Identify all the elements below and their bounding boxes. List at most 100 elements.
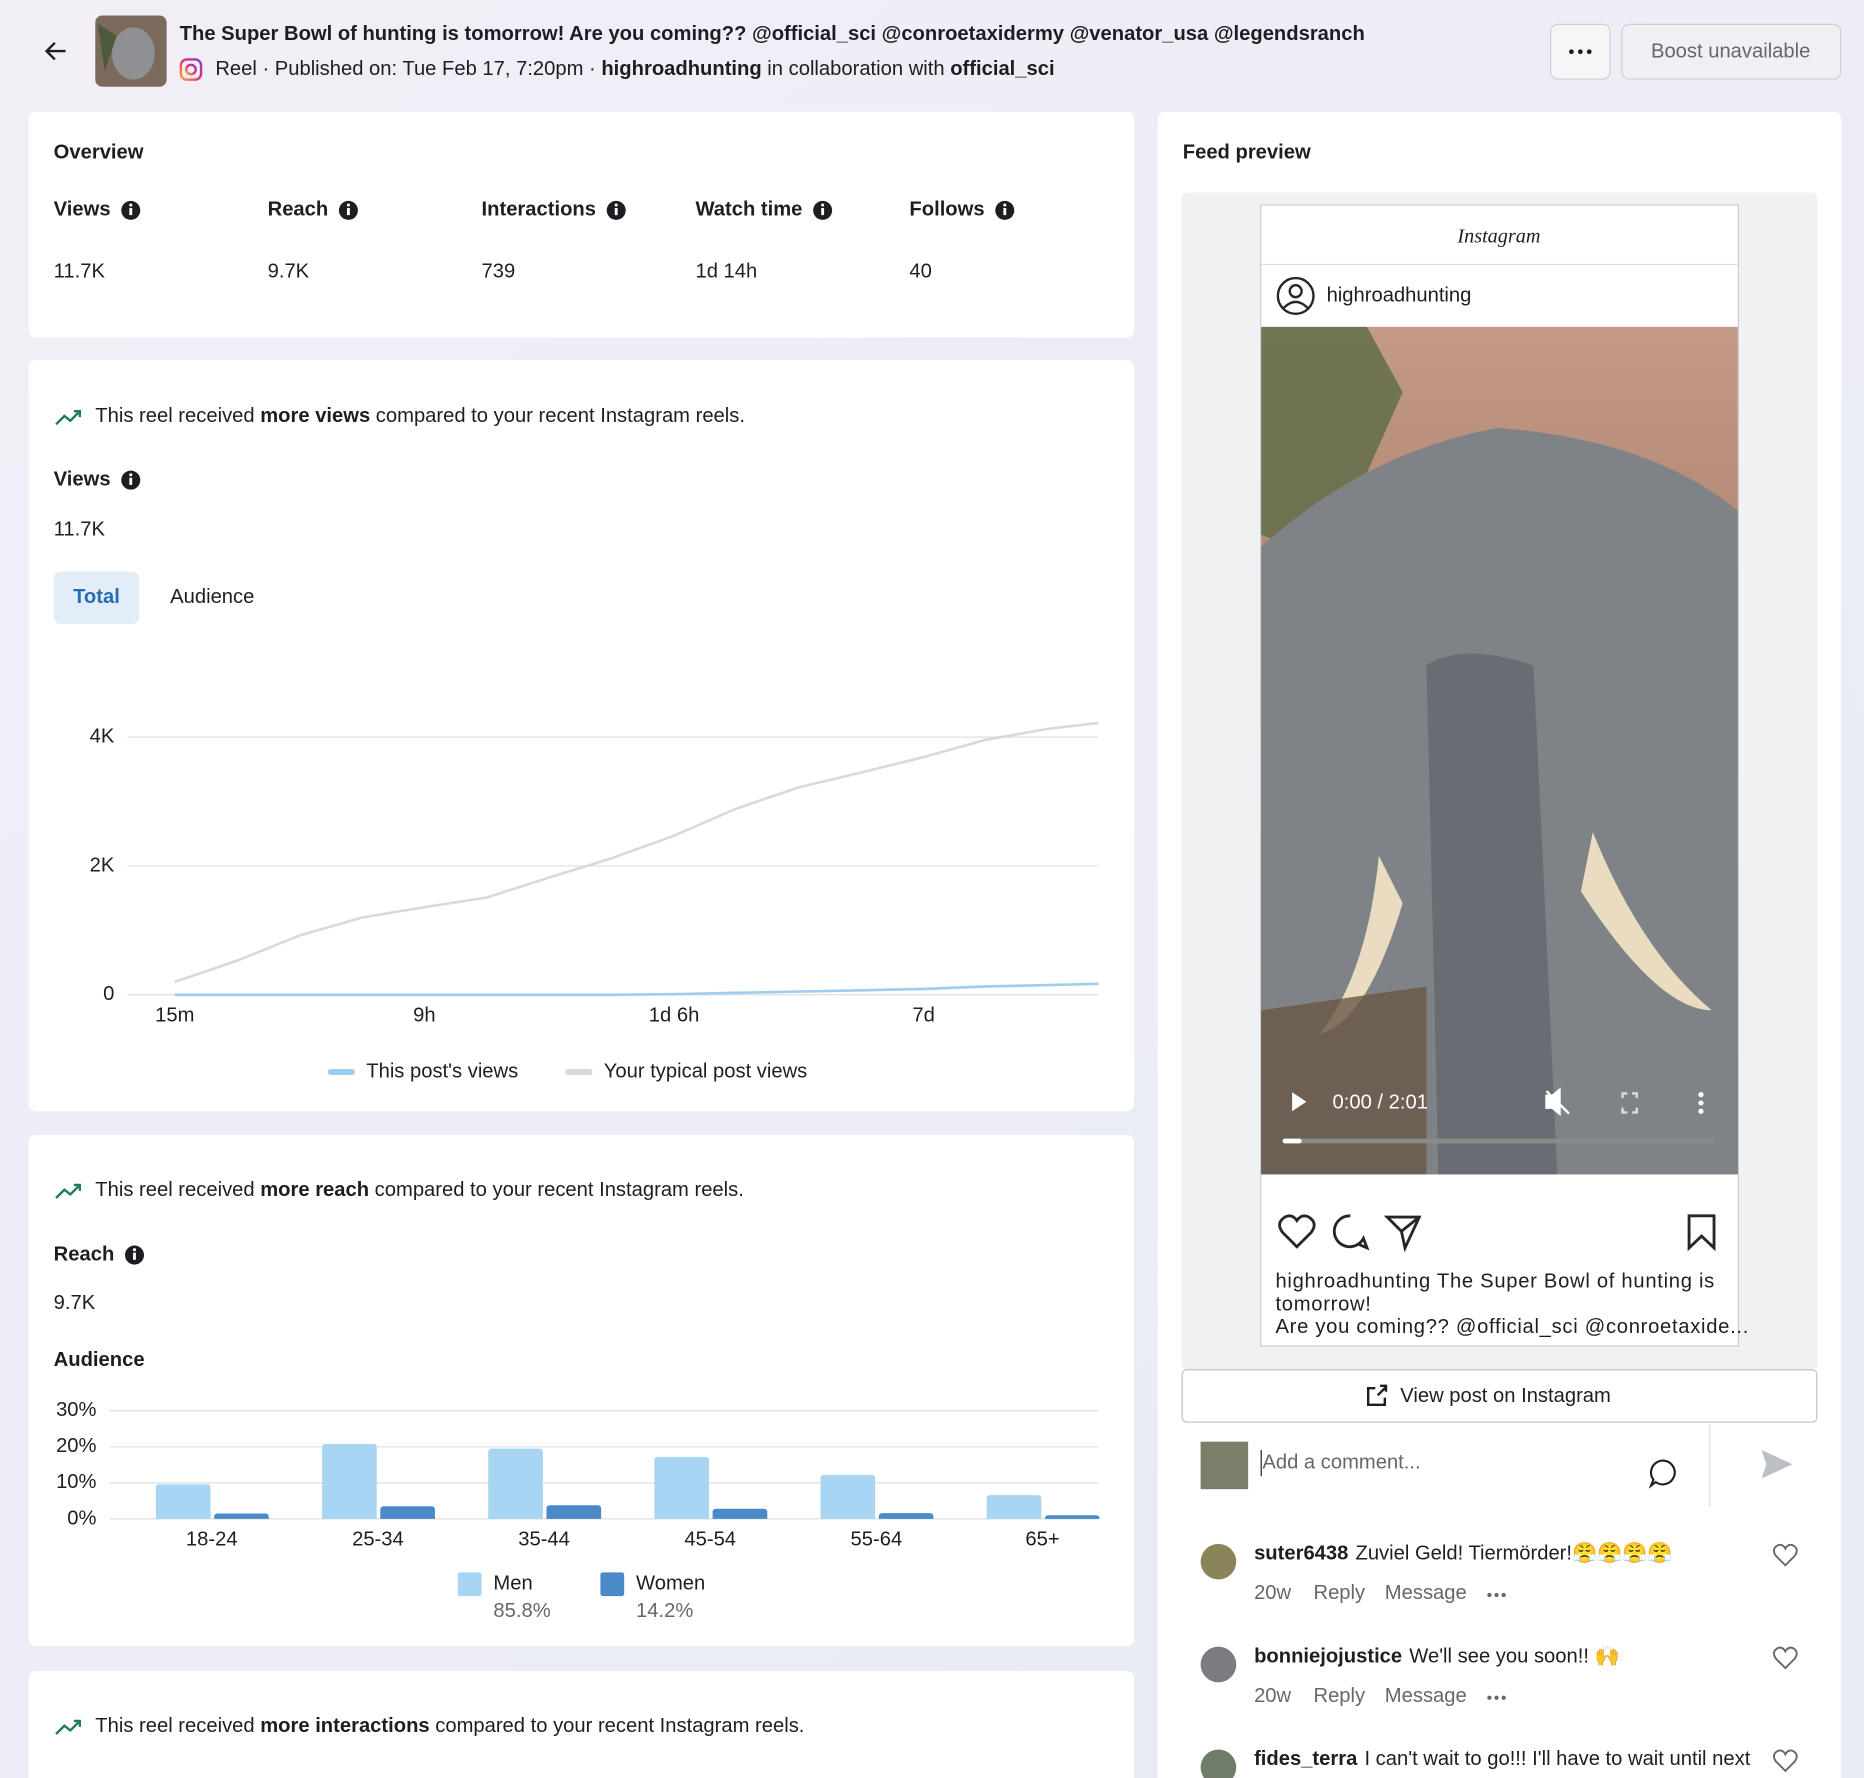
dot [1698, 1108, 1704, 1114]
tab-total[interactable]: Total [53, 571, 140, 624]
comment-user[interactable]: bonniejojustice [1254, 1646, 1402, 1668]
insight-part: This reel received [95, 1715, 260, 1737]
metric-value: 9.7K [268, 261, 310, 283]
overview-card [28, 111, 1135, 338]
insight-part: more views [260, 406, 370, 428]
info-glyph [129, 203, 133, 207]
play-icon[interactable] [1292, 1092, 1307, 1112]
caption-line: tomorrow! [1275, 1293, 1371, 1315]
comment-like[interactable] [1772, 1543, 1798, 1567]
meta: Reel · Published on: Tue Feb 17, 7:20pm … [215, 58, 601, 80]
metric-value: 9.7K [54, 1292, 96, 1314]
foliage [1261, 326, 1403, 547]
comment-input[interactable]: Add a comment... [1262, 1451, 1420, 1473]
dot [1698, 1100, 1704, 1106]
bar [380, 1506, 435, 1519]
tab-bg [53, 571, 140, 624]
bar [712, 1508, 768, 1519]
like-icon[interactable] [1278, 1214, 1316, 1249]
comment-avatar [1200, 1646, 1237, 1683]
more-dot[interactable] [1487, 1695, 1492, 1700]
x-tick-label: 65+ [1025, 1529, 1059, 1551]
more-button[interactable] [1550, 23, 1611, 80]
insight-text: This reel received more reach compared t… [95, 1179, 744, 1201]
metric-value: 739 [482, 261, 516, 283]
insight-text: This reel received more views compared t… [95, 406, 745, 428]
bar [155, 1484, 211, 1519]
trunk [1426, 653, 1558, 1175]
legend-value: 14.2% [636, 1600, 693, 1622]
info-glyph [133, 1252, 136, 1260]
arrow-head [44, 41, 56, 61]
insight-part: compared to your recent Instagram reels. [370, 406, 745, 428]
bar [878, 1513, 934, 1519]
more-dot[interactable] [1494, 1592, 1499, 1598]
comment-age: 20w [1254, 1582, 1291, 1604]
player-time: 0:00 / 2:01 [1333, 1091, 1428, 1113]
info-glyph [821, 203, 825, 207]
trend-icon [73, 410, 82, 418]
insight-part: more interactions [260, 1715, 429, 1737]
info-glyph [614, 203, 618, 207]
comment-text: suter6438 Zuviel Geld! Tiermörder!😤😤😤😤 [1254, 1542, 1672, 1565]
comment-like[interactable] [1772, 1646, 1798, 1670]
interactions-card [28, 1671, 1135, 1778]
more-dot[interactable] [1494, 1695, 1499, 1700]
boost-button[interactable]: Boost unavailable [1621, 23, 1842, 80]
message-link[interactable]: Message [1385, 1685, 1467, 1707]
more-dot[interactable] [1501, 1592, 1506, 1598]
comment-age: 20w [1254, 1685, 1291, 1707]
legend-swatch [457, 1572, 482, 1597]
more-dot[interactable] [1487, 1592, 1492, 1598]
more-dot[interactable] [1501, 1695, 1506, 1700]
line [174, 721, 1099, 984]
message-link[interactable]: Message [1385, 1582, 1467, 1604]
audience-chart: 0% 10% 20% 30% 18-24 25-34 35-44 45-54 55-64 65+ M… [56, 1399, 1100, 1622]
mute-icon[interactable] [1545, 1087, 1570, 1117]
insight-part: This reel received [95, 1179, 260, 1201]
save-icon[interactable] [1687, 1214, 1716, 1252]
trend-icon [55, 410, 81, 426]
username: highroadhunting [1327, 284, 1472, 306]
comments: suter6438 Zuviel Geld! Tiermörder!😤😤😤😤 20w… [1200, 1542, 1798, 1778]
y-tick-label: 30% [56, 1399, 96, 1421]
info-glyph [346, 203, 350, 207]
fullscreen-icon[interactable] [1621, 1092, 1638, 1114]
bar [322, 1443, 377, 1519]
info-glyph [614, 207, 618, 216]
dot [1569, 49, 1574, 55]
menu-icon[interactable] [1698, 1091, 1704, 1114]
back-button[interactable] [44, 41, 66, 61]
post-title: The Super Bowl of hunting is tomorrow! A… [180, 23, 1365, 45]
x-tick-label: 15m [155, 1005, 194, 1027]
avatar-icon [1276, 276, 1315, 315]
view-post-button[interactable]: View post on Instagram [1181, 1369, 1818, 1423]
emoji-icon[interactable] [1648, 1459, 1676, 1489]
comment-text: fides_terra I can't wait to go!!! I'll ha… [1254, 1749, 1751, 1771]
reply-link[interactable]: Reply [1314, 1582, 1367, 1604]
bar [488, 1448, 543, 1519]
legend-label: Your typical post views [604, 1060, 807, 1082]
y-tick-label: 0% [67, 1507, 96, 1529]
share-icon[interactable] [1383, 1215, 1422, 1253]
legend-swatch [600, 1572, 625, 1597]
tab-audience[interactable]: Audience [170, 586, 254, 608]
post-actions [1278, 1214, 1716, 1253]
comment-user[interactable]: suter6438 [1254, 1543, 1348, 1565]
reply-link[interactable]: Reply [1314, 1685, 1367, 1707]
section-title: Audience [54, 1349, 145, 1371]
comment-user[interactable]: fides_terra [1254, 1749, 1358, 1771]
views-card [28, 360, 1135, 1112]
x-tick-label: 18-24 [186, 1529, 238, 1551]
comment-body: We'll see you soon!! 🙌 [1409, 1645, 1619, 1668]
info-glyph [129, 207, 133, 216]
video[interactable]: 0:00 / 2:01 [1261, 326, 1738, 1175]
tusk [1319, 855, 1403, 1034]
tab-label: Total [73, 586, 120, 608]
info-glyph [129, 477, 133, 485]
comment-like[interactable] [1772, 1749, 1798, 1773]
comment-icon[interactable] [1332, 1214, 1370, 1251]
send-icon[interactable] [1761, 1449, 1793, 1479]
bar [986, 1495, 1042, 1519]
metric-label: Watch time [695, 199, 802, 221]
